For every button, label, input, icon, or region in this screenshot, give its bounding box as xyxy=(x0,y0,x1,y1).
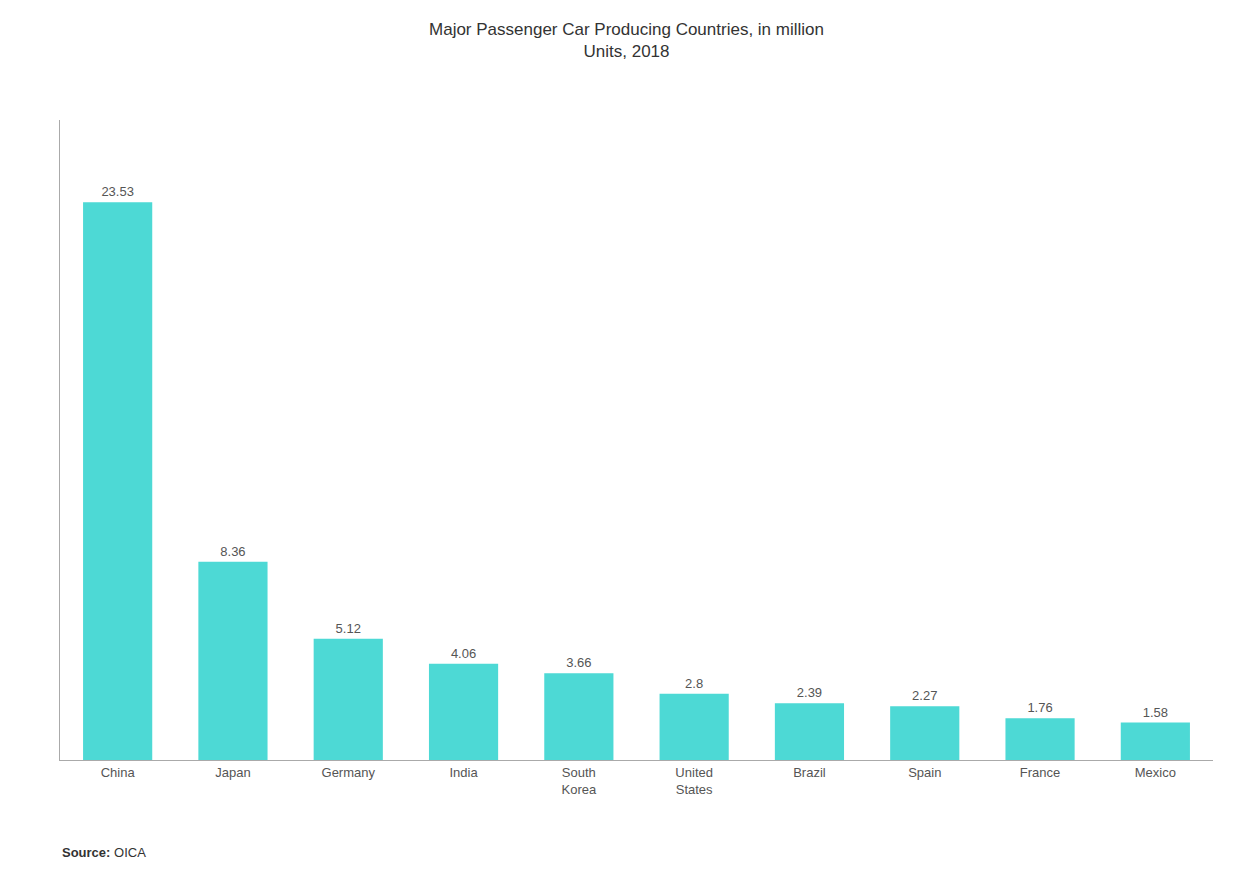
svg-text:UnitedStates: UnitedStates xyxy=(675,765,713,797)
svg-text:Germany: Germany xyxy=(322,765,376,780)
svg-text:SouthKorea: SouthKorea xyxy=(561,765,596,797)
svg-text:5.12: 5.12 xyxy=(336,621,361,636)
svg-text:India: India xyxy=(449,765,478,780)
svg-text:2.27: 2.27 xyxy=(912,688,937,703)
svg-text:1.58: 1.58 xyxy=(1143,705,1168,720)
svg-text:Major Passenger Car Producing: Major Passenger Car Producing Countries,… xyxy=(429,20,824,61)
svg-text:2.39: 2.39 xyxy=(797,685,822,700)
svg-text:23.53: 23.53 xyxy=(101,184,134,199)
svg-text:Mexico: Mexico xyxy=(1135,765,1176,780)
svg-text:Source: OICA: Source: OICA xyxy=(62,845,146,860)
svg-text:Japan: Japan xyxy=(215,765,250,780)
svg-text:4.06: 4.06 xyxy=(451,646,476,661)
svg-text:Brazil: Brazil xyxy=(793,765,826,780)
svg-text:China: China xyxy=(101,765,136,780)
svg-text:8.36: 8.36 xyxy=(220,544,245,559)
svg-text:Spain: Spain xyxy=(908,765,941,780)
svg-text:France: France xyxy=(1020,765,1060,780)
svg-text:1.76: 1.76 xyxy=(1027,700,1052,715)
svg-text:2.8: 2.8 xyxy=(685,676,703,691)
svg-text:3.66: 3.66 xyxy=(566,655,591,670)
